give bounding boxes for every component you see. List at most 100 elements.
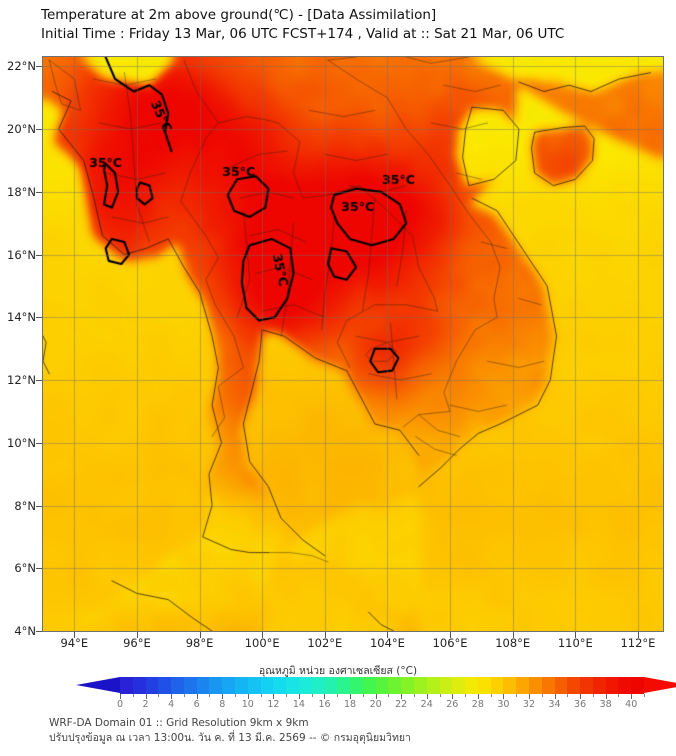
x-axis-tick-mark [637,632,639,638]
x-axis-tick-label: 100°E [244,636,280,650]
y-axis-tick-mark [36,631,42,632]
colorbar-cell [298,677,312,694]
colorbar-tick [516,694,518,697]
y-axis-tick-mark [36,191,42,193]
footer-block: WRF-DA Domain 01 :: Grid Resolution 9km … [49,716,649,746]
colorbar-cell [388,677,402,694]
colorbar-tick-label: 34 [548,699,561,710]
colorbar-tick [222,694,224,699]
colorbar-tick [286,694,288,697]
colorbar-bar-area: 0 2 4 6 8 10 12 14 16 18 20 22 24 26 28 30 32 34 36 38 40 [44,677,676,710]
y-axis-tick-mark [36,317,42,319]
x-axis-tick-mark [324,632,326,638]
x-axis-tick-label: 110°E [557,636,593,650]
colorbar-tick-label: 14 [292,699,305,710]
colorbar-tick-label: 0 [116,699,124,710]
colorbar-tick-label: 32 [522,699,536,710]
colorbar-tick [247,694,249,699]
colorbar-cell [362,677,376,694]
colorbar-tick-label: 28 [471,699,484,710]
colorbar-cell [235,677,248,694]
x-axis-tick-label: 104°E [369,636,405,650]
colorbar-cell [350,677,363,694]
x-axis-tick-label: 96°E [123,636,151,650]
x-axis-tick-mark [575,632,577,638]
y-axis-tick-mark [36,129,42,131]
colorbar-cells [120,677,645,694]
colorbar-cell [375,677,389,694]
colorbar-cell [324,677,338,694]
x-axis-tick-label: 106°E [432,636,468,650]
colorbar-cell [247,677,261,694]
colorbar-cell [196,677,210,694]
colorbar-tick-label: 10 [241,699,254,710]
y-axis-tick-mark [36,505,42,507]
colorbar-under-arrow-icon [76,677,120,693]
colorbar-tick [120,694,121,699]
colorbar-cell [477,677,491,694]
colorbar-tick [465,694,467,697]
colorbar-tick [618,694,620,697]
colorbar-tick [580,694,582,699]
x-axis-tick-label: 112°E [620,636,656,650]
colorbar-cell [452,677,466,694]
temperature-map-panel[interactable] [42,56,664,632]
colorbar-tick [413,694,415,697]
colorbar-cell [158,677,172,694]
update-credit-line: ปรับปรุงข้อมูล ณ เวลา 13:00น. วัน ค. ที่… [49,732,411,744]
colorbar-tick [235,694,237,697]
x-axis-tick-mark [199,632,201,638]
colorbar-tick [388,694,390,697]
y-axis-tick-label: 4°N [14,624,36,638]
colorbar-tick [477,694,479,699]
colorbar-tick [145,694,147,699]
colorbar-cell [145,677,159,694]
colorbar-tick [554,694,556,699]
colorbar: อุณหภูมิ หน่วย องศาเซลเซียส (°C) 0 2 4 6 8 10… [0,662,676,714]
colorbar-cell [465,677,478,694]
colorbar-cell [554,677,568,694]
colorbar-tick [567,694,569,697]
colorbar-cell [426,677,440,694]
colorbar-tick [541,694,543,697]
y-axis-tick-mark [36,380,42,382]
x-axis-tick-label: 108°E [495,636,531,650]
colorbar-tick [439,694,441,697]
colorbar-cell [529,677,542,694]
colorbar-cell [618,677,632,694]
colorbar-tick [503,694,505,699]
colorbar-tick [324,694,326,699]
colorbar-tick-label: 2 [142,699,149,710]
colorbar-cell [260,677,274,694]
colorbar-cell [541,677,555,694]
colorbar-tick-label: 8 [219,699,226,710]
model-info-line: WRF-DA Domain 01 :: Grid Resolution 9km … [49,717,309,729]
colorbar-tick [298,694,300,699]
colorbar-cell [567,677,581,694]
colorbar-tick [490,694,492,697]
colorbar-cell [413,677,427,694]
colorbar-tick-label: 16 [318,699,331,710]
temperature-heatmap-canvas[interactable] [43,57,663,631]
colorbar-cell [209,677,223,694]
colorbar-tick [452,694,454,699]
y-axis-tick-mark [36,254,42,256]
colorbar-cell [286,677,299,694]
y-axis-tick-label: 10°N [7,435,36,450]
colorbar-tick-label: 6 [193,699,200,710]
colorbar-tick [171,694,173,699]
colorbar-tick [337,694,339,697]
y-axis-tick-mark [36,66,42,68]
y-axis-tick-label: 14°N [7,310,36,325]
colorbar-tick [132,694,134,697]
y-axis-tick-label: 18°N [7,184,36,199]
colorbar-tick [644,694,645,697]
x-axis-tick-mark [262,632,264,638]
y-axis-tick-label: 12°N [7,373,36,388]
x-axis-tick-label: 98°E [185,636,214,650]
colorbar-tick [426,694,428,699]
colorbar-cell [490,677,504,694]
colorbar-tick-label: 4 [168,699,175,710]
colorbar-tick-label: 24 [420,699,433,710]
colorbar-tick [273,694,275,699]
